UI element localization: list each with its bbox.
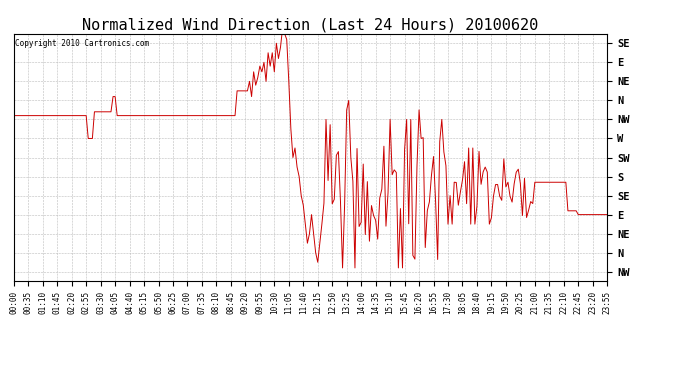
Title: Normalized Wind Direction (Last 24 Hours) 20100620: Normalized Wind Direction (Last 24 Hours… [82, 18, 539, 33]
Text: Copyright 2010 Cartronics.com: Copyright 2010 Cartronics.com [15, 39, 149, 48]
